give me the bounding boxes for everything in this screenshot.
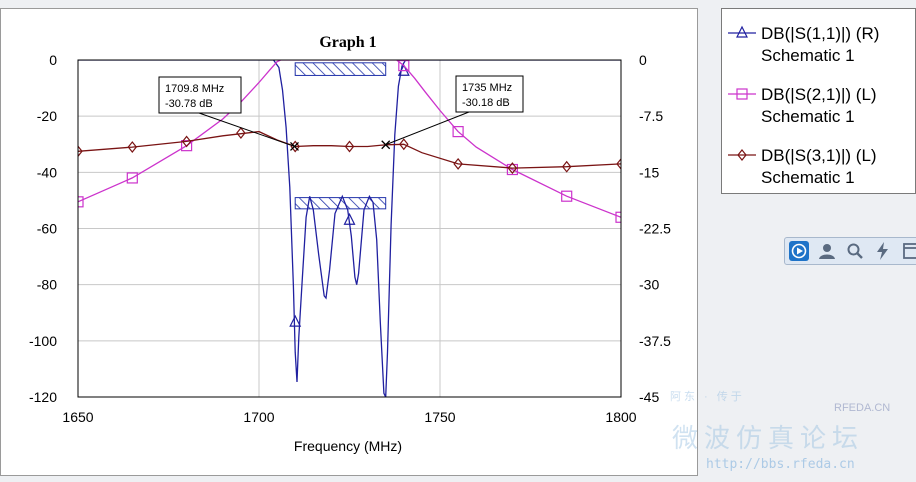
chart-title: Graph 1 <box>319 34 376 51</box>
legend-series-name: DB(|S(2,1)|) (L) <box>761 85 877 104</box>
square-marker <box>615 211 621 223</box>
y-left-tick-label: -80 <box>37 277 57 293</box>
y-left-tick-label: 0 <box>49 52 57 68</box>
series-line-2 <box>78 60 621 218</box>
marker-leader-line <box>385 111 470 146</box>
x-tick-label: 1650 <box>62 409 93 425</box>
legend-series-name: DB(|S(1,1)|) (R) <box>761 24 879 43</box>
diamond-marker <box>344 140 355 153</box>
y-left-tick-label: -60 <box>37 221 57 237</box>
diamond-marker <box>507 162 518 175</box>
y-right-tick-label: -7.5 <box>639 108 663 124</box>
watermark-top: 阿东 · 传于 <box>670 391 745 403</box>
square-marker <box>181 140 193 152</box>
lightning-button[interactable] <box>872 240 894 262</box>
series-line-1 <box>78 60 621 397</box>
axis-layer: 1650 1700 1750 1800 0 -20 -40 -60 -80 -100 -120 0 -7… <box>29 52 671 425</box>
diamond-marker <box>399 138 409 151</box>
y-left-tick-label: -20 <box>37 108 57 124</box>
diamond-marker <box>453 157 463 170</box>
marker-box <box>158 76 242 114</box>
y-left-tick-label: -100 <box>29 333 57 349</box>
square-marker <box>126 172 138 184</box>
series-line-3 <box>78 130 621 169</box>
y-left-tick-label: -40 <box>37 164 57 180</box>
series-layer <box>78 60 621 397</box>
toolbar <box>784 237 916 265</box>
plot-frame <box>77 59 622 398</box>
triangle-marker <box>343 212 356 225</box>
legend-series-name: DB(|S(3,1)|) (L) <box>761 146 877 165</box>
square-marker <box>398 60 410 72</box>
user-icon <box>819 244 835 259</box>
marker-value-label: -30.18 dB <box>462 97 510 109</box>
watermark-url: http://bbs.rfeda.cn <box>706 457 855 472</box>
y-right-tick-label: -30 <box>639 277 659 293</box>
x-tick-label: 1800 <box>605 409 636 425</box>
y-right-tick-label: 0 <box>639 52 647 68</box>
x-tick-label: 1700 <box>243 409 274 425</box>
window-icon <box>903 243 916 259</box>
marker-leader-line <box>198 112 295 147</box>
play-icon <box>789 241 809 261</box>
legend-svg: DB(|S(1,1)|) (R) Schematic 1 DB(|S(2,1)|) … <box>728 24 879 187</box>
diamond-marker <box>737 149 747 161</box>
lightning-icon <box>877 242 888 260</box>
square-marker <box>561 190 573 202</box>
y-right-tick-label: -15 <box>639 164 659 180</box>
search-button[interactable] <box>844 240 866 262</box>
square-marker <box>452 126 464 138</box>
diamond-marker <box>78 145 83 158</box>
chart-svg: Graph 1 1709.8 MHz -30.78 dB 1735 MHz -30.1… <box>29 34 671 454</box>
diamond-marker <box>127 141 138 154</box>
square-marker <box>78 196 84 208</box>
triangle-marker <box>736 25 748 38</box>
marker-layer: 1709.8 MHz -30.78 dB 1735 MHz -30.18 dB <box>158 75 524 151</box>
watermark-chinese: 微波仿真论坛 <box>672 424 865 454</box>
grid-layer <box>77 59 622 398</box>
marker-x-icon <box>381 140 391 150</box>
legend-series-subname: Schematic 1 <box>761 107 855 126</box>
watermark-brand: RFEDA.CN <box>834 402 891 414</box>
diamond-marker <box>616 157 621 170</box>
marker-freq-label: 1709.8 MHz <box>165 83 224 95</box>
square-marker <box>736 88 748 100</box>
marker-freq-label: 1735 MHz <box>462 82 512 94</box>
y-right-tick-label: -37.5 <box>639 333 671 349</box>
diamond-marker <box>181 135 192 148</box>
diamond-marker <box>236 127 246 139</box>
x-tick-label: 1750 <box>424 409 455 425</box>
y-right-tick-label: -45 <box>639 389 659 405</box>
spec-box <box>294 62 387 76</box>
square-marker <box>506 163 518 176</box>
spec-layer <box>294 62 387 210</box>
legend-panel: DB(|S(1,1)|) (R) Schematic 1 DB(|S(2,1)|) … <box>721 8 916 194</box>
legend-series-subname: Schematic 1 <box>761 168 855 187</box>
user-button[interactable] <box>816 240 838 262</box>
marker-x-icon <box>290 141 299 151</box>
x-axis-label: Frequency (MHz) <box>294 438 402 454</box>
triangle-marker <box>289 314 302 327</box>
spec-box <box>294 197 387 210</box>
y-right-tick-label: -22.5 <box>639 221 671 237</box>
marker-box <box>455 75 524 113</box>
marker-value-label: -30.78 dB <box>165 98 213 110</box>
play-button[interactable] <box>788 240 810 262</box>
window-button[interactable] <box>900 240 916 262</box>
y-left-tick-label: -120 <box>29 389 57 405</box>
graph-window: Graph 1 1709.8 MHz -30.78 dB 1735 MHz -30.1… <box>0 8 698 476</box>
legend-series-subname: Schematic 1 <box>761 46 855 65</box>
search-icon <box>847 243 863 259</box>
diamond-marker <box>561 160 572 173</box>
